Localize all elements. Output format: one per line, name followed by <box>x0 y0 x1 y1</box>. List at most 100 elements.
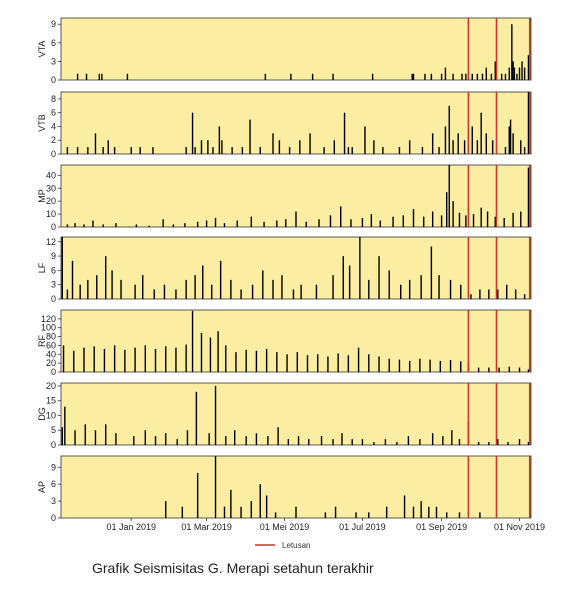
bar <box>133 436 135 445</box>
bar <box>333 140 336 154</box>
bar <box>508 366 510 372</box>
bar <box>74 430 76 445</box>
bar <box>202 265 204 299</box>
bar <box>440 73 443 80</box>
figure-caption: Grafik Seismisitas G. Merapi setahun ter… <box>92 560 374 576</box>
bar <box>458 439 461 445</box>
ytick-label: 12 <box>46 237 56 247</box>
bar <box>73 350 75 372</box>
bar <box>471 126 473 154</box>
bar <box>402 215 404 228</box>
bar <box>194 147 196 154</box>
bar <box>297 436 300 445</box>
bar <box>263 221 265 227</box>
bar <box>76 147 79 154</box>
bar <box>134 284 136 299</box>
bar <box>388 270 390 299</box>
bar <box>460 284 462 299</box>
bar <box>288 147 291 154</box>
bar <box>299 140 301 154</box>
bar <box>223 223 226 228</box>
ytick-label: 10 <box>46 410 56 420</box>
bar <box>231 147 233 154</box>
bar <box>477 442 480 445</box>
bar <box>87 147 89 154</box>
panel-dg-background <box>60 382 532 446</box>
bar <box>446 192 448 228</box>
bar <box>184 223 186 228</box>
bar <box>370 214 373 227</box>
bar <box>463 140 466 154</box>
bar <box>214 385 217 445</box>
ytick-label: 9 <box>51 462 56 472</box>
bar <box>452 140 454 154</box>
bar <box>382 147 384 154</box>
bar <box>420 501 422 518</box>
bar <box>480 207 482 228</box>
bar <box>407 436 410 445</box>
bar <box>494 216 496 227</box>
bar <box>506 284 508 299</box>
bar <box>281 275 283 299</box>
bar <box>323 147 325 154</box>
bar <box>217 331 219 372</box>
ytick-label: 8 <box>51 94 56 104</box>
bar <box>461 73 463 80</box>
bar <box>368 512 370 518</box>
panel-lf: 0 3 6 9 12 LF <box>37 236 532 304</box>
ytick-label: 4 <box>51 121 56 131</box>
bar <box>111 270 113 299</box>
bar <box>521 61 523 80</box>
bar <box>264 73 267 80</box>
bar <box>165 346 167 372</box>
bar <box>218 126 221 154</box>
bar <box>392 216 394 227</box>
ytick-label: 15 <box>46 396 56 406</box>
bar <box>185 147 187 154</box>
bar <box>251 284 254 299</box>
bar <box>512 133 514 154</box>
bar <box>295 506 297 518</box>
bar <box>332 439 334 445</box>
bar <box>428 506 430 518</box>
bar <box>208 433 210 445</box>
xtick-label: 01 Nov 2019 <box>494 522 545 532</box>
bar <box>523 67 526 80</box>
bar <box>465 73 467 80</box>
bar <box>277 427 279 445</box>
bar <box>504 73 507 80</box>
bar <box>126 73 129 80</box>
bar <box>334 506 337 518</box>
ytick-label: 0 <box>51 75 56 85</box>
bar <box>76 73 79 80</box>
bar <box>412 506 415 518</box>
bar <box>527 92 530 154</box>
bar <box>236 220 238 227</box>
bar <box>87 279 89 299</box>
bar <box>385 506 388 518</box>
bar <box>431 133 434 154</box>
bar <box>292 289 295 299</box>
bar <box>488 289 490 299</box>
bar <box>423 216 425 227</box>
bar <box>332 275 334 299</box>
bar <box>512 61 514 80</box>
bar <box>430 246 433 299</box>
bar <box>527 167 530 227</box>
bar <box>240 506 242 518</box>
bar <box>93 346 95 372</box>
bar <box>480 112 482 154</box>
bar <box>130 147 132 154</box>
bar <box>477 367 480 372</box>
bar <box>225 436 227 445</box>
bar <box>286 354 288 372</box>
bar <box>250 501 252 518</box>
bar <box>306 355 309 372</box>
ytick-label: 3 <box>51 56 56 66</box>
bar <box>329 215 332 228</box>
bar <box>509 119 512 154</box>
bar <box>347 147 350 154</box>
bar <box>470 294 472 299</box>
bar <box>513 67 516 80</box>
